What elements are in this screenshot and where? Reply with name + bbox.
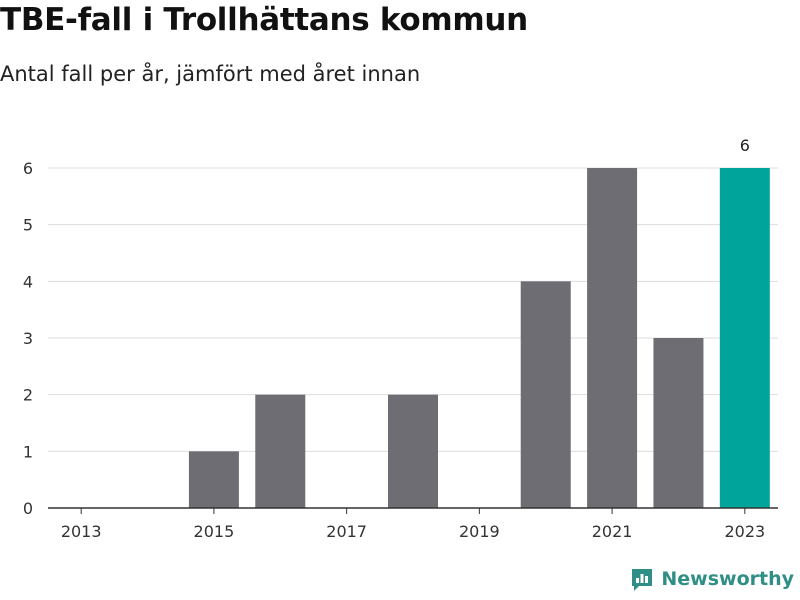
y-tick-label: 1 <box>23 442 33 461</box>
x-axis-ticks: 2013 2015 2017 2019 2021 2023 <box>61 508 765 541</box>
data-label-2023: 6 <box>740 136 750 155</box>
y-tick-label: 2 <box>23 386 33 405</box>
bar-2015 <box>188 451 239 508</box>
y-tick-label: 5 <box>23 216 33 235</box>
y-tick-label: 4 <box>23 272 33 291</box>
x-tick-label: 2015 <box>194 522 235 541</box>
y-axis-ticks: 0 1 2 3 4 5 6 <box>23 159 33 518</box>
x-tick-label: 2021 <box>592 522 633 541</box>
x-tick-label: 2017 <box>326 522 367 541</box>
x-tick-label: 2023 <box>724 522 765 541</box>
chart-title: TBE-fall i Trollhättans kommun <box>0 2 528 38</box>
newsworthy-logo: Newsworthy <box>630 566 794 592</box>
chart-subtitle: Antal fall per år, jämfört med året inna… <box>0 62 421 86</box>
bar-2022 <box>653 338 704 508</box>
y-tick-label: 6 <box>23 159 33 178</box>
data-labels: 6 <box>740 136 750 155</box>
newsworthy-logo-icon <box>632 569 653 591</box>
bar-chart: 0 1 2 3 4 5 6 2013 2015 2017 2019 2021 2023 6 <box>23 136 778 541</box>
x-tick-label: 2019 <box>459 522 500 541</box>
brand-name: Newsworthy <box>661 568 794 590</box>
y-tick-label: 0 <box>23 499 33 518</box>
bars <box>188 168 770 508</box>
bar-2021 <box>587 168 638 508</box>
y-tick-label: 3 <box>23 329 33 348</box>
bar-2023 <box>719 168 770 508</box>
bar-2016 <box>255 394 306 508</box>
x-tick-label: 2013 <box>61 522 102 541</box>
bar-2020 <box>520 281 571 508</box>
bar-2018 <box>388 394 438 508</box>
